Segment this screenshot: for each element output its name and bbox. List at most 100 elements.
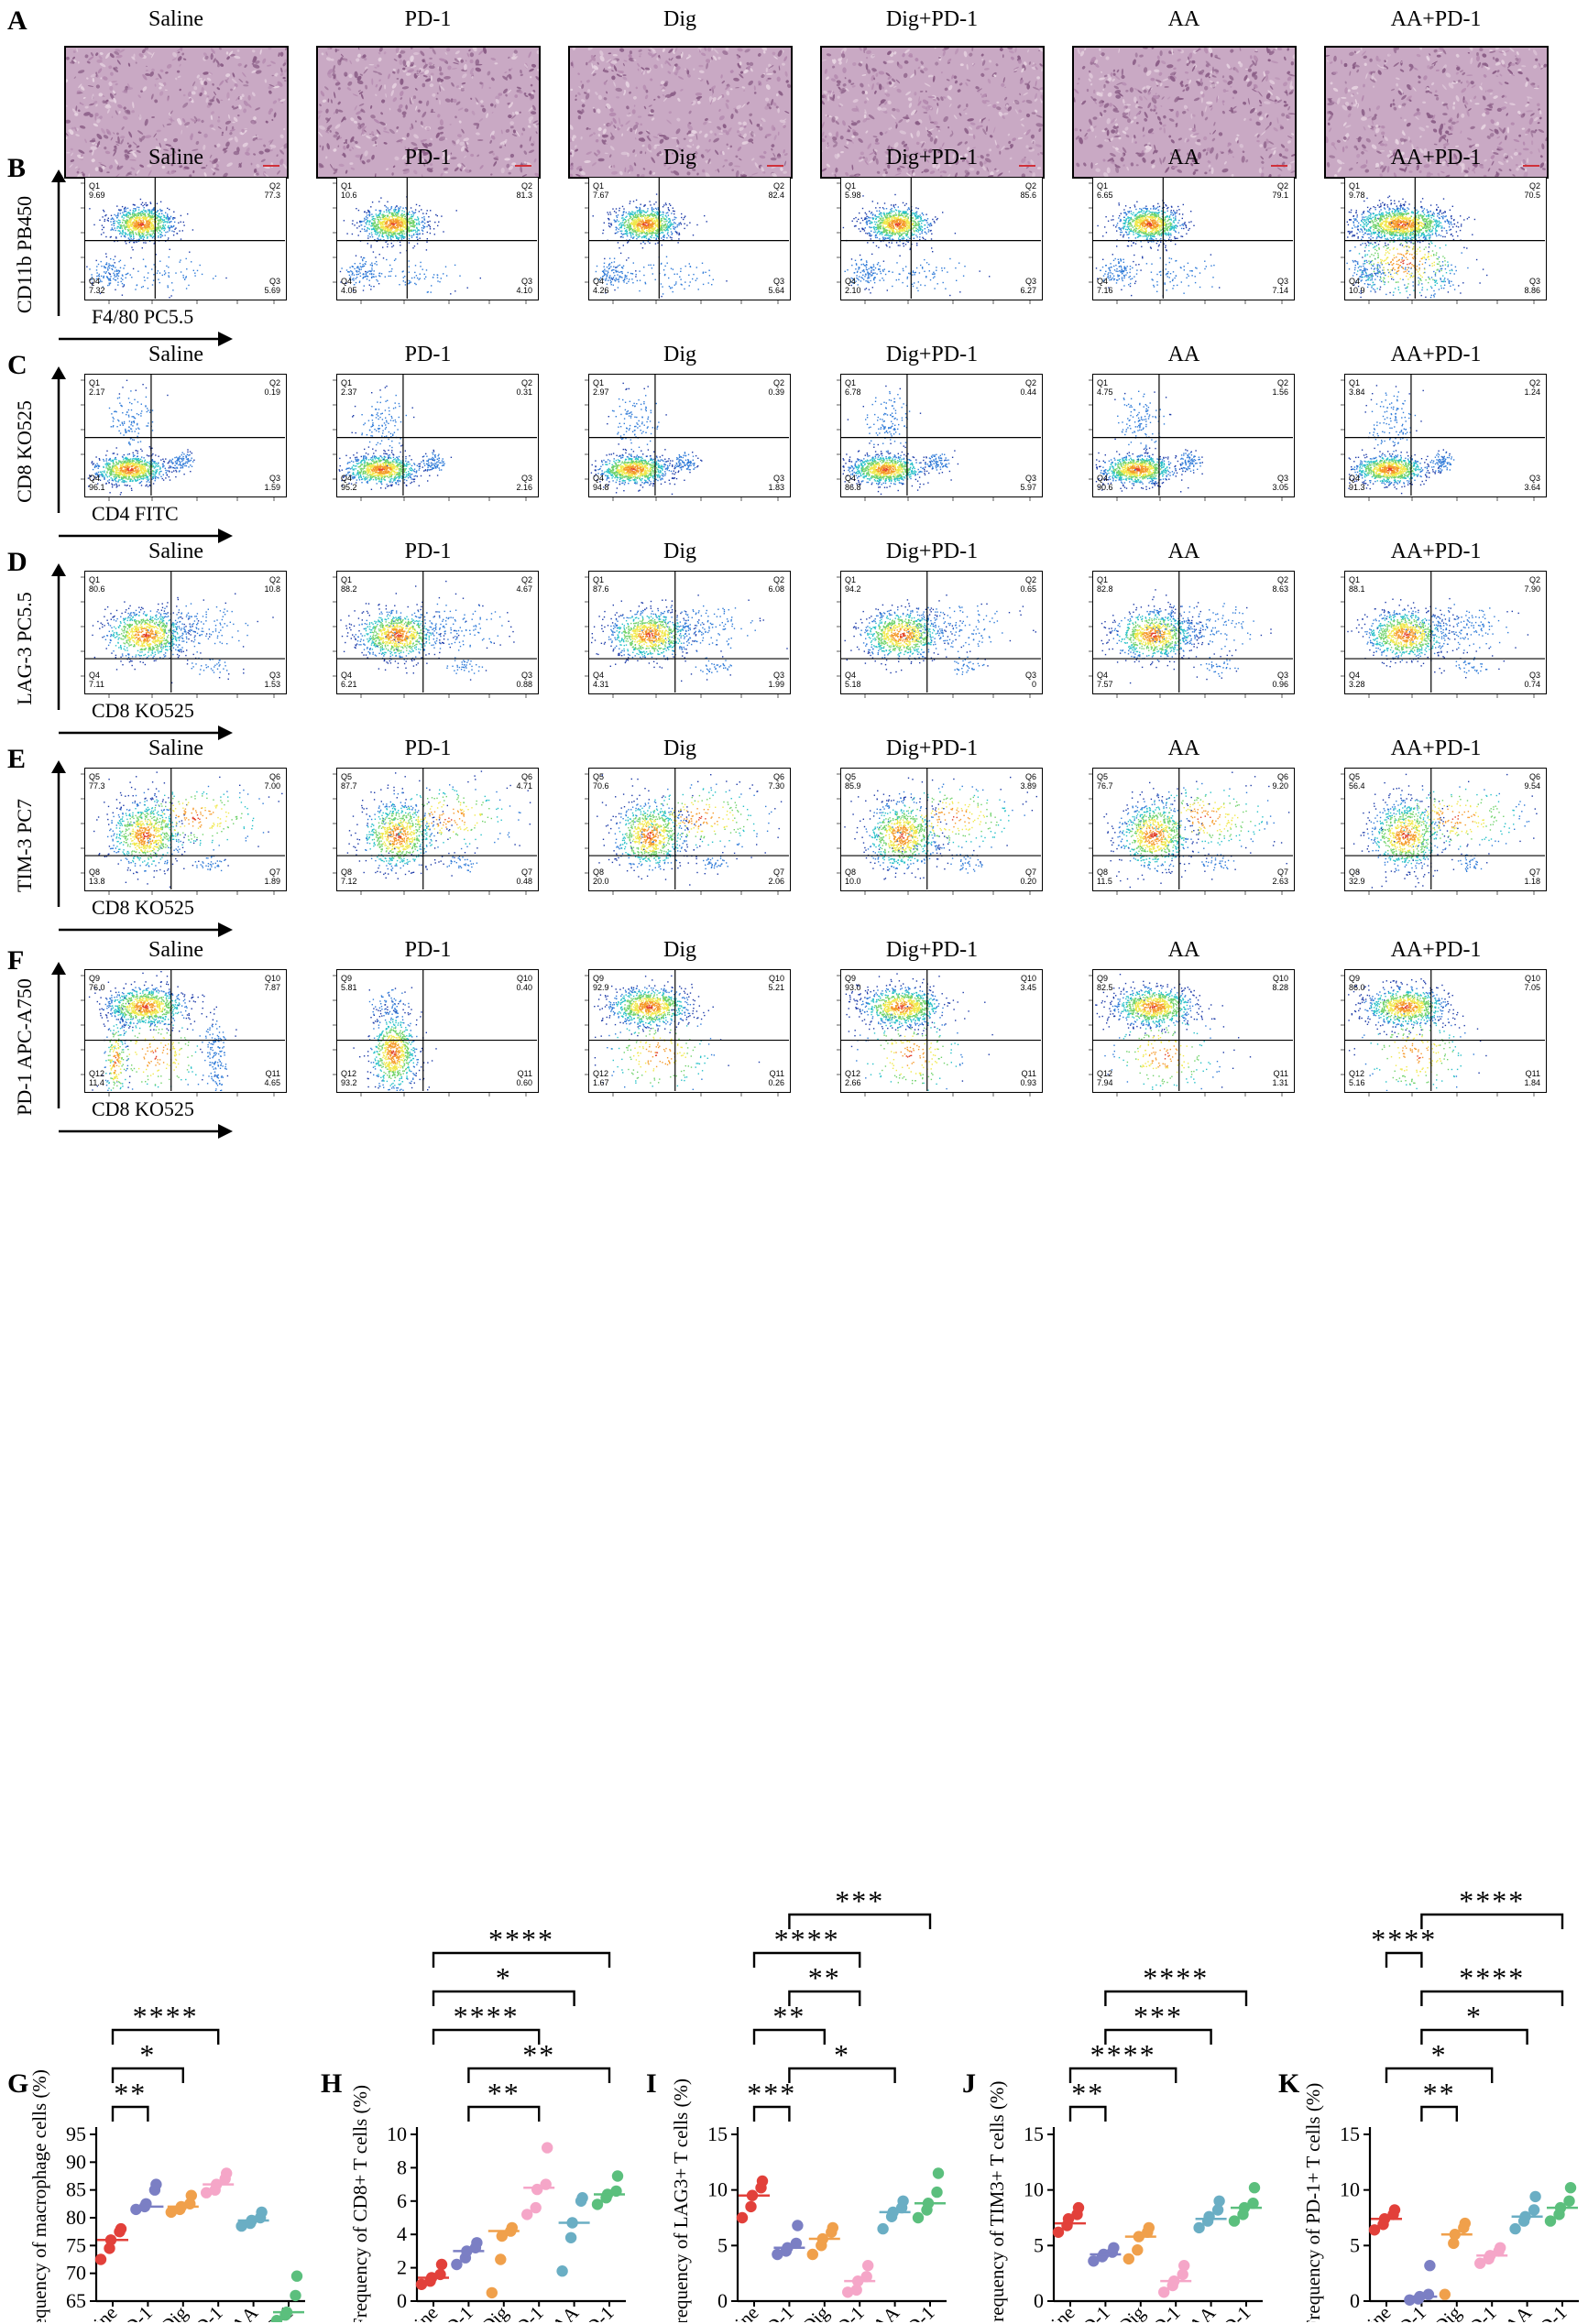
tissue-cell bbox=[658, 134, 666, 137]
tissue-cell bbox=[1367, 125, 1372, 128]
tissue-cell bbox=[117, 104, 123, 109]
tissue-cell bbox=[487, 71, 491, 76]
tissue-cell bbox=[1200, 110, 1204, 117]
tissue-cell bbox=[1455, 53, 1460, 58]
tissue-cell bbox=[1526, 77, 1529, 82]
tissue-cell bbox=[410, 97, 414, 104]
tissue-cell bbox=[183, 166, 190, 169]
tissue-cell bbox=[1409, 139, 1412, 143]
tissue-cell bbox=[161, 165, 166, 169]
tissue-cell bbox=[705, 117, 708, 122]
tissue-cell bbox=[936, 163, 941, 170]
tissue-cell bbox=[698, 64, 704, 68]
tissue-cell bbox=[1376, 64, 1382, 69]
tissue-cell bbox=[1122, 130, 1127, 135]
tissue-cell bbox=[71, 126, 75, 130]
tissue-cell bbox=[136, 145, 140, 148]
tissue-cell bbox=[162, 124, 165, 128]
tissue-cell bbox=[694, 155, 697, 158]
tissue-cell bbox=[216, 98, 220, 104]
tissue-cell bbox=[1275, 77, 1281, 81]
tissue-cell bbox=[1406, 122, 1411, 127]
tissue-cell bbox=[606, 103, 611, 109]
tissue-cell bbox=[1283, 101, 1287, 104]
tissue-cell bbox=[996, 169, 1000, 172]
tissue-cell bbox=[725, 131, 729, 136]
tissue-cell bbox=[142, 74, 148, 81]
event-dot bbox=[403, 226, 406, 228]
tissue-cell bbox=[1361, 50, 1367, 56]
tissue-cell bbox=[1528, 48, 1531, 50]
tissue-cell bbox=[532, 120, 539, 124]
tissue-cell bbox=[373, 118, 380, 124]
tissue-cell bbox=[495, 98, 499, 104]
tissue-cell bbox=[93, 123, 99, 127]
tissue-cell bbox=[279, 146, 285, 149]
tissue-cell bbox=[1249, 63, 1254, 68]
tissue-cell bbox=[1101, 71, 1103, 73]
tissue-cell bbox=[741, 174, 748, 178]
tissue-cell bbox=[1180, 83, 1184, 87]
tissue-cell bbox=[751, 158, 755, 161]
tissue-cell bbox=[1402, 130, 1405, 134]
tissue-cell bbox=[686, 145, 692, 148]
tissue-cell bbox=[570, 61, 574, 67]
tissue-cell bbox=[1354, 98, 1358, 105]
tissue-cell bbox=[934, 121, 938, 125]
tissue-cell bbox=[263, 144, 267, 147]
tissue-cell bbox=[1431, 115, 1436, 121]
tissue-cell bbox=[1455, 120, 1460, 124]
tissue-cell bbox=[703, 121, 707, 125]
flow-density bbox=[337, 178, 537, 299]
tissue-cell bbox=[864, 91, 868, 94]
tissue-cell bbox=[89, 113, 93, 118]
tissue-cell bbox=[1103, 83, 1106, 89]
event-dot bbox=[146, 204, 148, 207]
tissue-cell bbox=[138, 137, 142, 143]
tissue-cell bbox=[429, 83, 434, 88]
tissue-cell bbox=[1287, 113, 1296, 115]
tissue-cell bbox=[1162, 124, 1166, 127]
tissue-cell bbox=[217, 119, 221, 123]
tissue-cell bbox=[1037, 167, 1042, 169]
group-title: Saline bbox=[61, 146, 290, 170]
tissue-cell bbox=[368, 63, 375, 66]
tissue-cell bbox=[1024, 156, 1026, 158]
tissue-cell bbox=[831, 172, 834, 175]
tissue-cell bbox=[155, 146, 161, 150]
tissue-cell bbox=[1247, 68, 1252, 72]
tissue-cell bbox=[910, 132, 914, 139]
tissue-cell bbox=[1376, 150, 1382, 154]
tissue-cell bbox=[864, 157, 869, 162]
tissue-cell bbox=[653, 144, 657, 149]
tissue-cell bbox=[355, 145, 361, 149]
tissue-cell bbox=[170, 163, 174, 167]
tissue-cell bbox=[980, 155, 984, 159]
tissue-cell bbox=[333, 134, 338, 138]
tissue-cell bbox=[498, 146, 503, 148]
group-title: Saline bbox=[61, 7, 290, 32]
tissue-cell bbox=[588, 134, 594, 137]
tissue-cell bbox=[203, 71, 209, 75]
tissue-cell bbox=[333, 64, 335, 71]
tissue-cell bbox=[1290, 169, 1297, 174]
tissue-cell bbox=[81, 154, 83, 158]
tissue-cell bbox=[1460, 130, 1462, 134]
tissue-cell bbox=[928, 150, 931, 154]
tissue-cell bbox=[786, 83, 792, 89]
tissue-cell bbox=[1504, 101, 1508, 104]
tissue-cell bbox=[717, 169, 720, 173]
tissue-cell bbox=[597, 149, 601, 154]
tissue-cell bbox=[581, 99, 586, 103]
event-dot bbox=[402, 230, 405, 232]
quadrant-name: Q2 bbox=[264, 181, 280, 191]
tissue-cell bbox=[223, 172, 228, 178]
tissue-cell bbox=[213, 172, 216, 176]
tissue-cell bbox=[343, 140, 345, 143]
tissue-cell bbox=[647, 52, 653, 57]
tissue-cell bbox=[113, 149, 117, 157]
tissue-cell bbox=[1152, 94, 1160, 100]
tissue-cell bbox=[237, 62, 242, 67]
tissue-cell bbox=[1221, 151, 1224, 154]
tissue-cell bbox=[144, 135, 152, 138]
